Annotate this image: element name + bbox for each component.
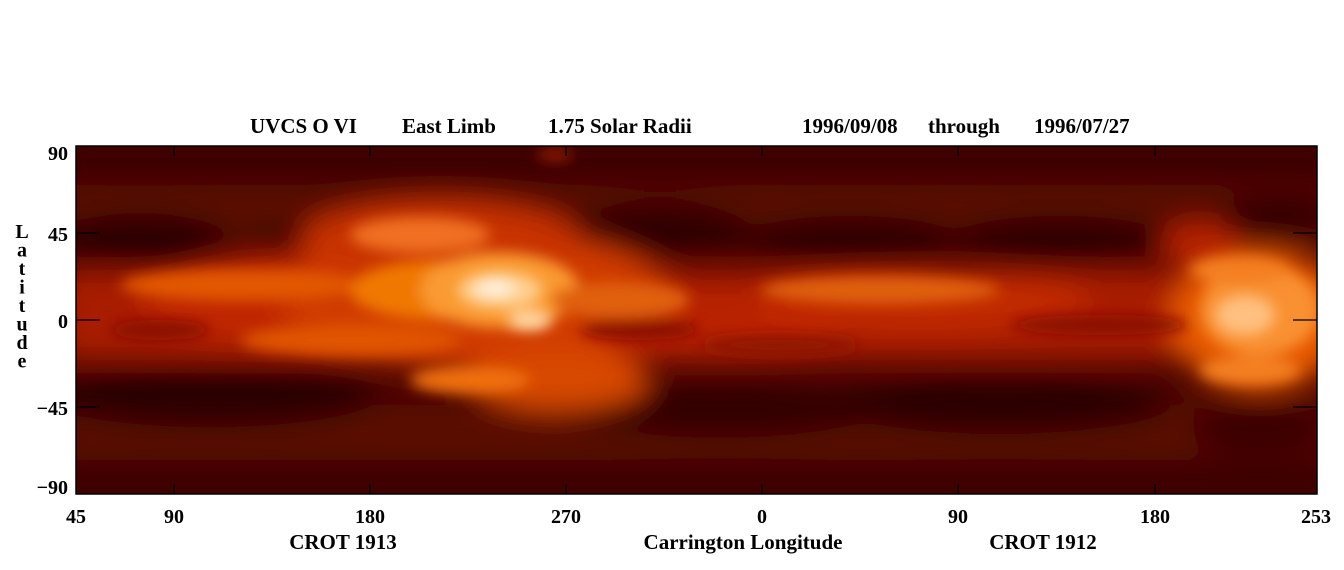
y-axis-label-letter: u bbox=[16, 314, 27, 336]
y-axis-label-letter: d bbox=[16, 332, 27, 354]
x-tick-label: 180 bbox=[1140, 506, 1170, 528]
y-tick-label: −45 bbox=[37, 398, 68, 420]
x-tick-labels: 45 90 180 270 0 90 180 253 bbox=[66, 506, 1331, 528]
x-axis-label: Carrington Longitude bbox=[644, 530, 843, 554]
x-tick-label: 270 bbox=[551, 506, 581, 528]
x-tick-label: 180 bbox=[355, 506, 385, 528]
x-tick-label: 0 bbox=[757, 506, 767, 528]
y-axis-label-letter: e bbox=[18, 351, 27, 373]
y-tick-label: −90 bbox=[37, 477, 68, 499]
x-tick-label: 90 bbox=[164, 506, 184, 528]
y-axis-label-letter: t bbox=[19, 295, 26, 317]
rotation-label-crot-1912: CROT 1912 bbox=[989, 530, 1097, 554]
x-tick-label: 45 bbox=[66, 506, 86, 528]
y-tick-labels: 90 45 0 −45 −90 bbox=[37, 143, 68, 499]
title-height: 1.75 Solar Radii bbox=[548, 114, 692, 138]
title-end-date: 1996/07/27 bbox=[1034, 114, 1130, 138]
rotation-label-crot-1913: CROT 1913 bbox=[289, 530, 397, 554]
y-axis-label-letter: L bbox=[15, 221, 28, 243]
title-limb: East Limb bbox=[402, 114, 496, 138]
y-tick-label: 0 bbox=[58, 311, 68, 333]
y-axis-label-letter: i bbox=[19, 277, 25, 299]
y-axis-label-letter: a bbox=[17, 240, 27, 262]
chart-title: UVCS O VI East Limb 1.75 Solar Radii 199… bbox=[250, 114, 1130, 138]
y-tick-label: 45 bbox=[48, 224, 68, 246]
y-axis bbox=[76, 232, 1317, 408]
title-instrument: UVCS O VI bbox=[250, 114, 357, 138]
y-axis-label-letter: t bbox=[19, 258, 26, 280]
heatmap-image bbox=[76, 146, 1317, 494]
x-tick-label: 90 bbox=[948, 506, 968, 528]
x-axis bbox=[173, 146, 1156, 494]
title-start-date: 1996/09/08 bbox=[802, 114, 898, 138]
title-through: through bbox=[928, 114, 1000, 138]
y-tick-label: 90 bbox=[48, 143, 68, 165]
x-tick-label: 253 bbox=[1301, 506, 1331, 528]
